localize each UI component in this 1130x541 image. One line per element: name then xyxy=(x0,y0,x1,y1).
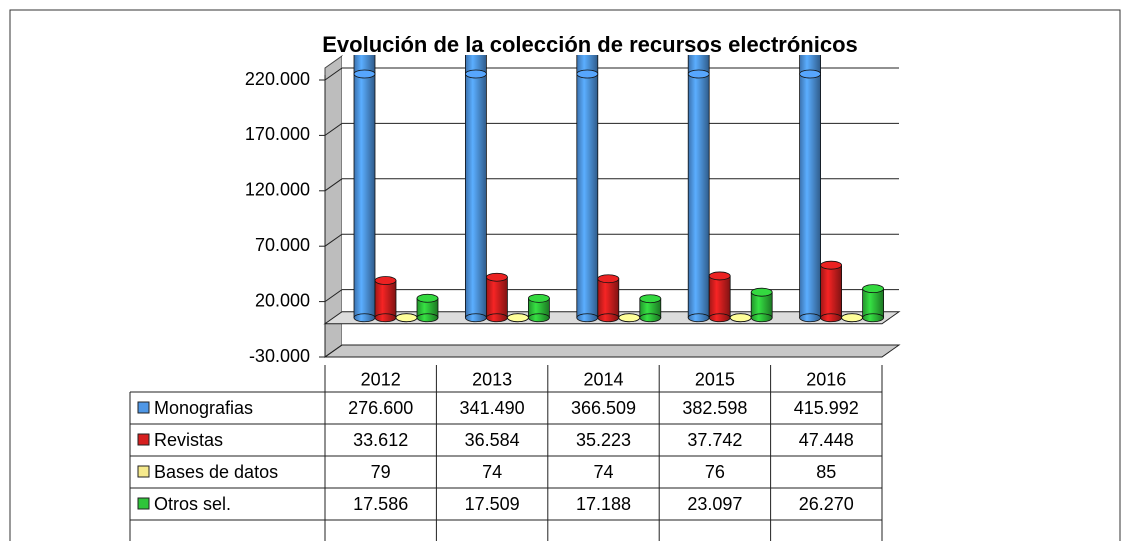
legend-label: Bases de datos xyxy=(154,462,278,482)
bar-bottom xyxy=(464,313,487,323)
y-tick-label: 70.000 xyxy=(255,235,310,255)
x-tick-label: 2012 xyxy=(361,369,401,389)
bar-bottom xyxy=(687,313,710,323)
bar-bottom xyxy=(576,313,599,323)
bar-top xyxy=(374,276,397,285)
grid-line xyxy=(324,178,899,192)
bar-top xyxy=(416,293,439,303)
table-value: 366.509 xyxy=(571,398,636,418)
bar-top xyxy=(485,272,508,282)
legend-swatch xyxy=(137,433,150,446)
table-value: 36.584 xyxy=(465,430,520,450)
bar-top xyxy=(639,294,662,304)
table-value: 79 xyxy=(371,462,391,482)
table-value: 23.097 xyxy=(687,494,742,514)
grid-line xyxy=(324,67,899,81)
bar-top xyxy=(576,69,599,79)
bar-top xyxy=(464,69,487,79)
bar-bottom xyxy=(750,313,773,323)
bar-top xyxy=(687,69,710,79)
frame xyxy=(9,9,1121,541)
table-value: 47.448 xyxy=(799,430,854,450)
legend-label: Monografias xyxy=(154,398,253,418)
bar-bottom xyxy=(708,313,731,323)
bar-bottom xyxy=(862,313,884,323)
bar-top xyxy=(618,313,641,323)
bar-top xyxy=(597,274,620,284)
table-value: 35.223 xyxy=(576,430,631,450)
bar-top xyxy=(507,313,529,323)
table-value: 85 xyxy=(816,462,836,482)
y-tick-label: 120.000 xyxy=(245,180,310,200)
legend-swatch xyxy=(137,497,150,510)
chart-title: Evolución de la colección de recursos el… xyxy=(322,32,858,57)
table-value: 33.612 xyxy=(353,430,408,450)
grid-line xyxy=(324,233,899,247)
bar-top xyxy=(750,287,773,297)
x-tick-label: 2013 xyxy=(472,369,512,389)
bar-top xyxy=(708,271,731,281)
table-value: 276.600 xyxy=(348,398,413,418)
legend-swatch xyxy=(137,465,150,478)
bar-bottom xyxy=(485,313,508,323)
y-tick-label: 20.000 xyxy=(255,290,310,310)
table-value: 26.270 xyxy=(799,494,854,514)
legend-swatch xyxy=(137,401,150,414)
bar xyxy=(374,280,397,319)
x-tick-label: 2015 xyxy=(695,369,735,389)
bar-bottom xyxy=(799,313,821,323)
bar xyxy=(485,276,508,319)
bar-bottom xyxy=(353,313,376,323)
bar xyxy=(708,275,731,319)
table-value: 341.490 xyxy=(460,398,525,418)
table-value: 17.586 xyxy=(353,494,408,514)
table-value: 37.742 xyxy=(687,430,742,450)
grid-line xyxy=(324,344,899,358)
bar-top xyxy=(820,260,842,270)
x-tick-label: 2014 xyxy=(583,369,623,389)
bar-bottom xyxy=(416,313,439,323)
table-value: 74 xyxy=(482,462,502,482)
bar-bottom xyxy=(639,313,662,323)
bars xyxy=(353,55,884,323)
y-tick-label: 220.000 xyxy=(245,69,310,89)
y-tick-label: -30.000 xyxy=(249,346,310,366)
legend-label: Otros sel. xyxy=(154,494,231,514)
table-value: 76 xyxy=(705,462,725,482)
bar-bottom xyxy=(597,313,620,323)
table-value: 17.509 xyxy=(465,494,520,514)
floor xyxy=(323,344,901,358)
side-wall xyxy=(324,55,343,358)
bar-top xyxy=(862,284,884,294)
legend-label: Revistas xyxy=(154,430,223,450)
bar-top xyxy=(528,293,550,303)
bar-top xyxy=(353,69,376,79)
table-value: 74 xyxy=(593,462,613,482)
x-tick-label: 2016 xyxy=(806,369,846,389)
bar xyxy=(597,278,620,319)
bar-top xyxy=(841,313,863,323)
table-value: 382.598 xyxy=(682,398,747,418)
bar-top xyxy=(395,313,418,323)
bar-top xyxy=(799,69,821,79)
bar-bottom xyxy=(820,313,842,323)
table-value: 415.992 xyxy=(794,398,859,418)
bar-top xyxy=(729,313,752,323)
bar-bottom xyxy=(374,313,397,323)
grid-line xyxy=(324,122,899,136)
bar xyxy=(353,55,376,319)
bar-bottom xyxy=(528,313,550,323)
bar xyxy=(820,264,842,319)
table-value: 17.188 xyxy=(576,494,631,514)
y-tick-label: 170.000 xyxy=(245,124,310,144)
